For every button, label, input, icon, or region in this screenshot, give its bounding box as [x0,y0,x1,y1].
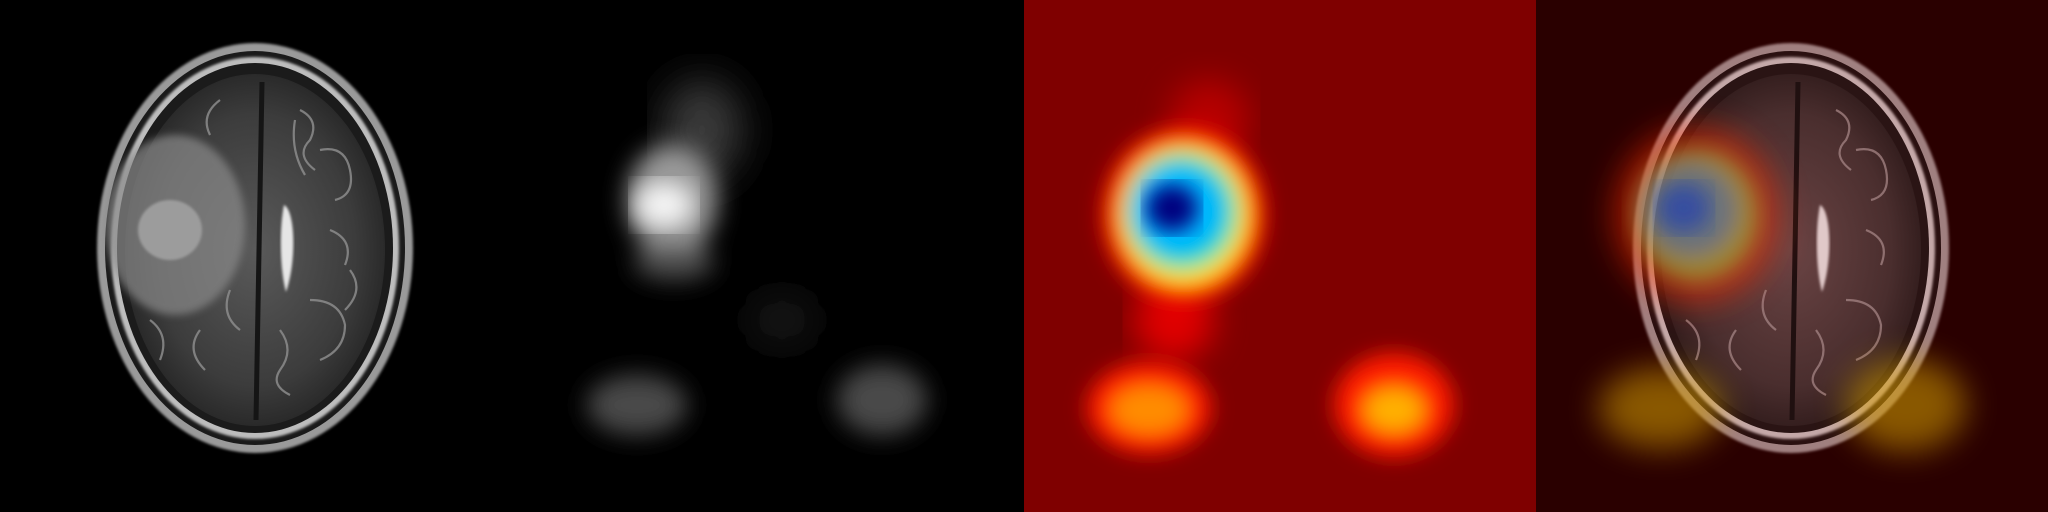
saliency-panel [512,0,1024,512]
overlay-image [1536,0,2048,512]
overlay-panel [1536,0,2048,512]
heat-core [1146,184,1198,232]
heatmap [1024,0,1536,512]
mri-image [0,0,512,512]
mri-panel [0,0,512,512]
midline [253,81,265,421]
saliency-map [512,0,1024,512]
overlay-hotspot [1658,184,1710,232]
heatmap-panel [1024,0,1536,512]
